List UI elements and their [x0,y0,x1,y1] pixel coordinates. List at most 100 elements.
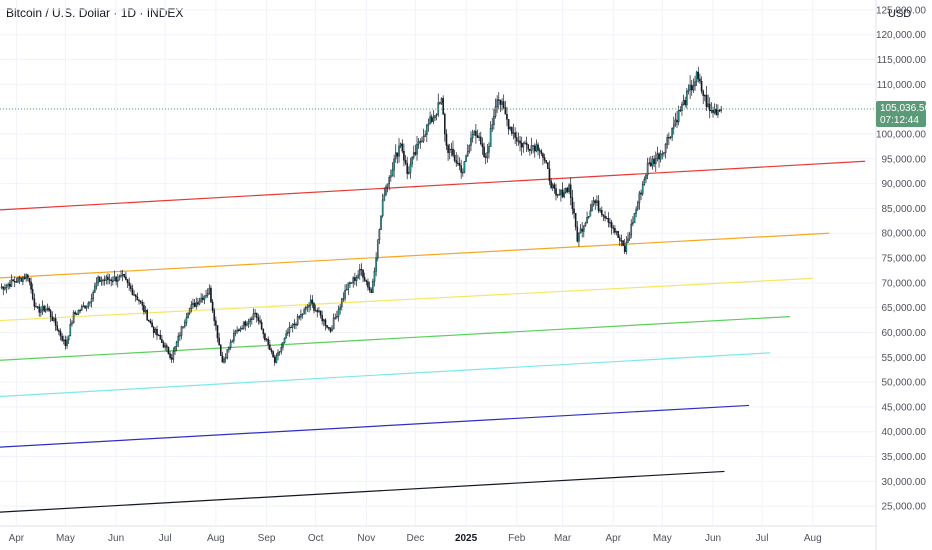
candle-body [357,274,359,278]
candle-body [535,144,538,152]
candle-body [445,133,448,146]
trendline[interactable] [0,315,790,361]
candle-body [699,78,701,82]
candle-body [241,328,243,330]
y-tick-label: 90,000.00 [882,179,927,190]
candle-body [151,322,153,328]
y-axis[interactable]: 25,000.00 30,000.00 35,000.00 40,000.00 45,0… [876,5,926,512]
price-tag-value: 105,036.56 [880,103,930,114]
candle-body [205,295,207,297]
candle-body [72,312,75,324]
candle-body [249,318,252,322]
candle-body [628,234,631,240]
candle-body [645,174,647,180]
candle-body [301,313,304,316]
candle-body [13,280,16,283]
candle-body [285,333,287,339]
candle-body [131,288,134,296]
trendline[interactable] [0,160,866,211]
candle-body [288,326,291,333]
candle-body [561,189,564,198]
trendline[interactable] [0,277,813,322]
x-axis[interactable]: Apr May Jun Jul Aug Sep Oct Nov Dec 2025 Feb Mar Apr… [9,533,822,544]
candle-body [630,223,633,235]
candle-body [591,204,593,211]
grid-lines [0,0,876,526]
candle-body [275,355,278,363]
candle-body [668,137,670,139]
candle-body [290,326,292,329]
candle-body [201,297,204,300]
candle-body [666,137,669,145]
candle-body [581,228,583,232]
candle-body [471,133,474,139]
candle-body [267,338,269,345]
candle-body [280,347,283,352]
candle-body [636,202,639,210]
candle-body [303,309,305,315]
candle-body [340,299,343,308]
candle-body [584,222,587,226]
candle-body [188,308,191,314]
currency-label[interactable]: USD [888,8,912,20]
candle-body [715,108,718,116]
candle-body [501,101,503,105]
candle-body [483,146,485,158]
candle-body [43,305,45,312]
y-tick-label: 55,000.00 [882,353,927,364]
candle-body [20,277,23,282]
candle-body [427,123,430,126]
candle-body [139,300,142,303]
candle-body [409,163,412,173]
candle-body [167,347,170,354]
y-tick-label: 50,000.00 [882,378,927,389]
candle-body [216,325,219,339]
candle-body [309,299,312,306]
candle-body [126,279,129,283]
candle-body [112,280,114,282]
trendline[interactable] [0,352,771,398]
candle-body [67,335,70,341]
candle-body [175,341,178,347]
candle-body [386,183,389,188]
trendline[interactable] [0,404,750,448]
trendline[interactable] [0,232,830,279]
candle-body [659,153,662,160]
candle-body [692,85,695,91]
candle-body [337,309,340,317]
candle-body [448,148,451,153]
candle-body [435,114,438,116]
candle-body [532,145,534,147]
candle-body [121,274,124,276]
candle-body [183,322,186,327]
candle-body [499,100,502,105]
candle-body [550,180,552,188]
candle-body [185,317,188,323]
candle-body [247,321,250,325]
candle-body [316,310,319,313]
candle-body [270,349,273,352]
candle-body [156,329,158,336]
candle-body [251,318,253,320]
candle-body [363,277,366,281]
candle-body [38,306,41,313]
candle-body [399,143,402,147]
candle-body [578,232,580,242]
candle-body [354,277,356,281]
candle-body [555,188,557,196]
candle-body [672,124,675,129]
candle-body [264,333,266,341]
candle-body [442,98,444,115]
candle-body [97,276,99,284]
candle-body [444,114,446,135]
candle-body [596,200,598,203]
candle-body [130,285,132,289]
candle-body [115,276,117,282]
candle-body [62,339,65,341]
trendline[interactable] [0,470,725,513]
candle-body [653,158,655,164]
candle-body [465,155,467,162]
candle-body [64,339,67,347]
candle-body [219,344,222,356]
